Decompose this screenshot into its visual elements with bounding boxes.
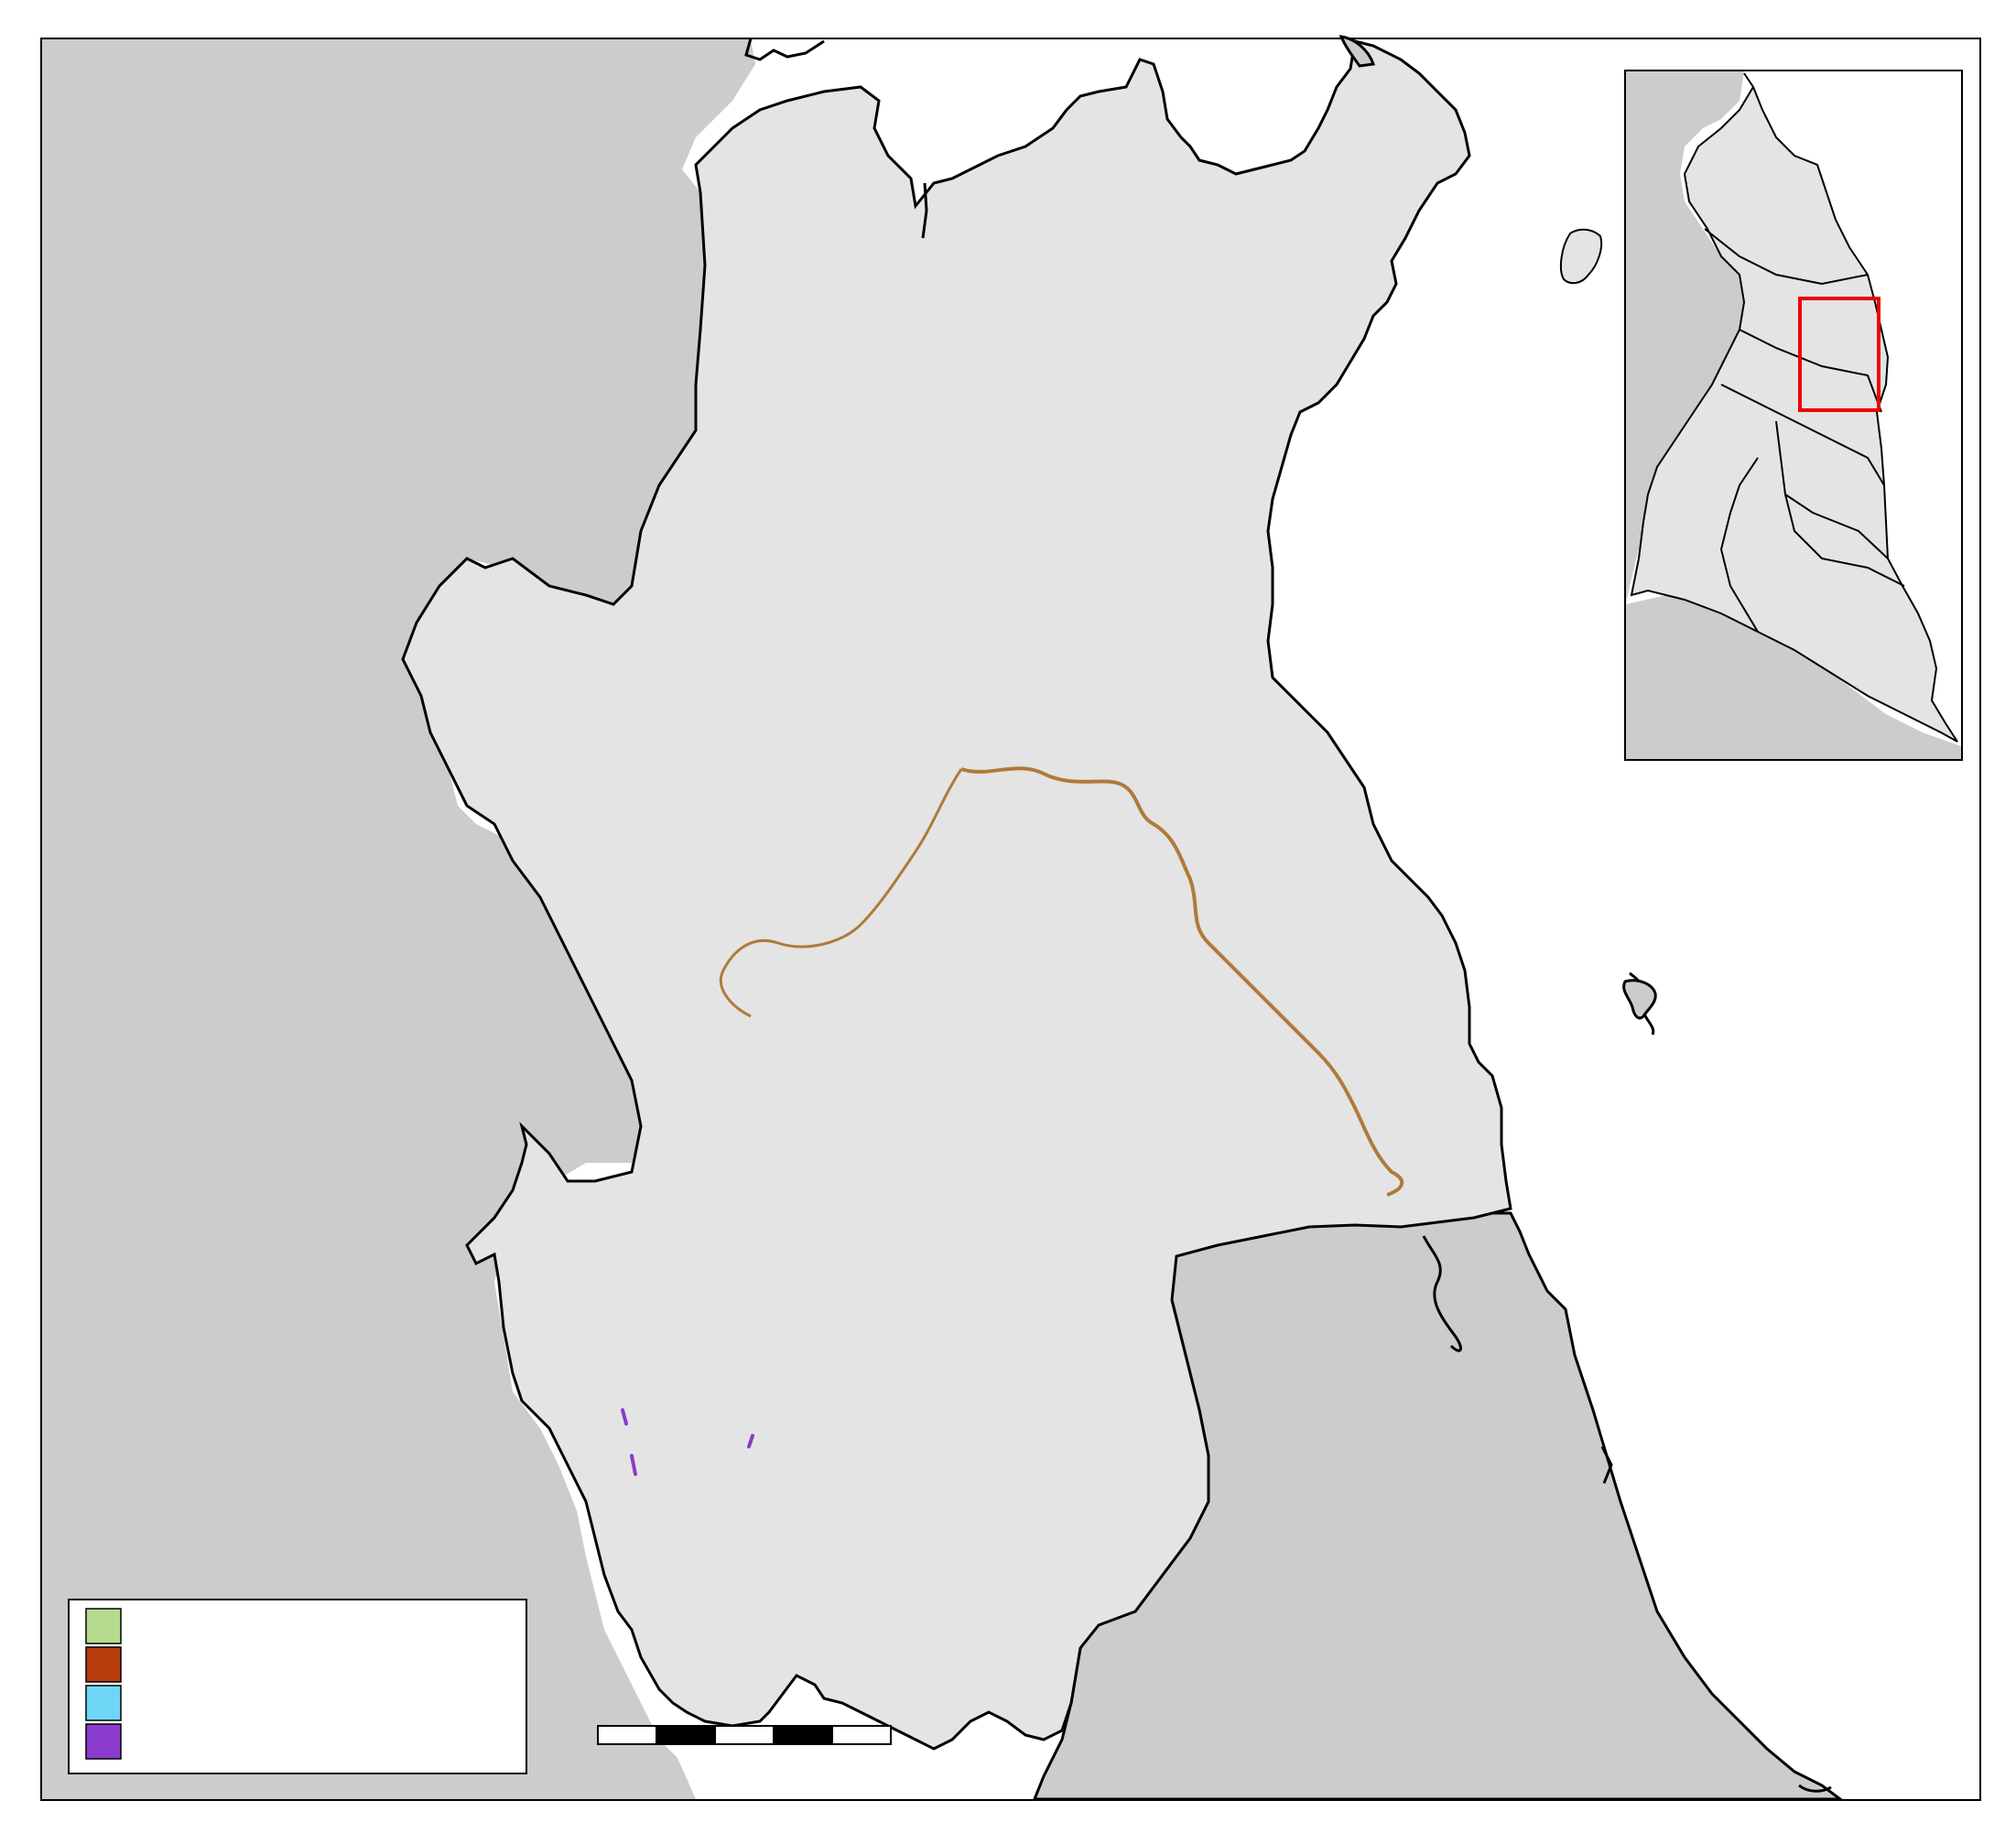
- plantation-streams: [621, 1408, 754, 1476]
- legend-box: [68, 1599, 527, 1774]
- legend: [68, 1599, 527, 1774]
- inset-catchments: [1630, 72, 1958, 743]
- scale-bar: [597, 1725, 892, 1745]
- legend-item-water: [85, 1685, 122, 1721]
- locator-extent-box: [1798, 297, 1881, 412]
- island: [1622, 979, 1657, 1020]
- inset-surrounding-land-south: [1626, 595, 1961, 759]
- surrounding-land-west: [42, 39, 755, 1799]
- legend-swatch-water: [85, 1685, 122, 1721]
- legend-swatch-remnant: [85, 1608, 122, 1644]
- main-river: [960, 766, 1404, 1197]
- inset-locator-map: [1559, 70, 1963, 761]
- island: [1339, 35, 1375, 68]
- legend-item-plantation: [85, 1723, 122, 1760]
- main-river-upper: [719, 768, 963, 1018]
- inset-island: [1559, 228, 1603, 285]
- legend-swatch-non-remnant: [85, 1646, 122, 1683]
- legend-swatch-plantation: [85, 1723, 122, 1760]
- inset-subcatchment-borders: [1704, 228, 1905, 633]
- catchment-area: [401, 39, 1512, 1751]
- legend-item-remnant: [85, 1608, 122, 1644]
- legend-item-non-remnant: [85, 1646, 122, 1683]
